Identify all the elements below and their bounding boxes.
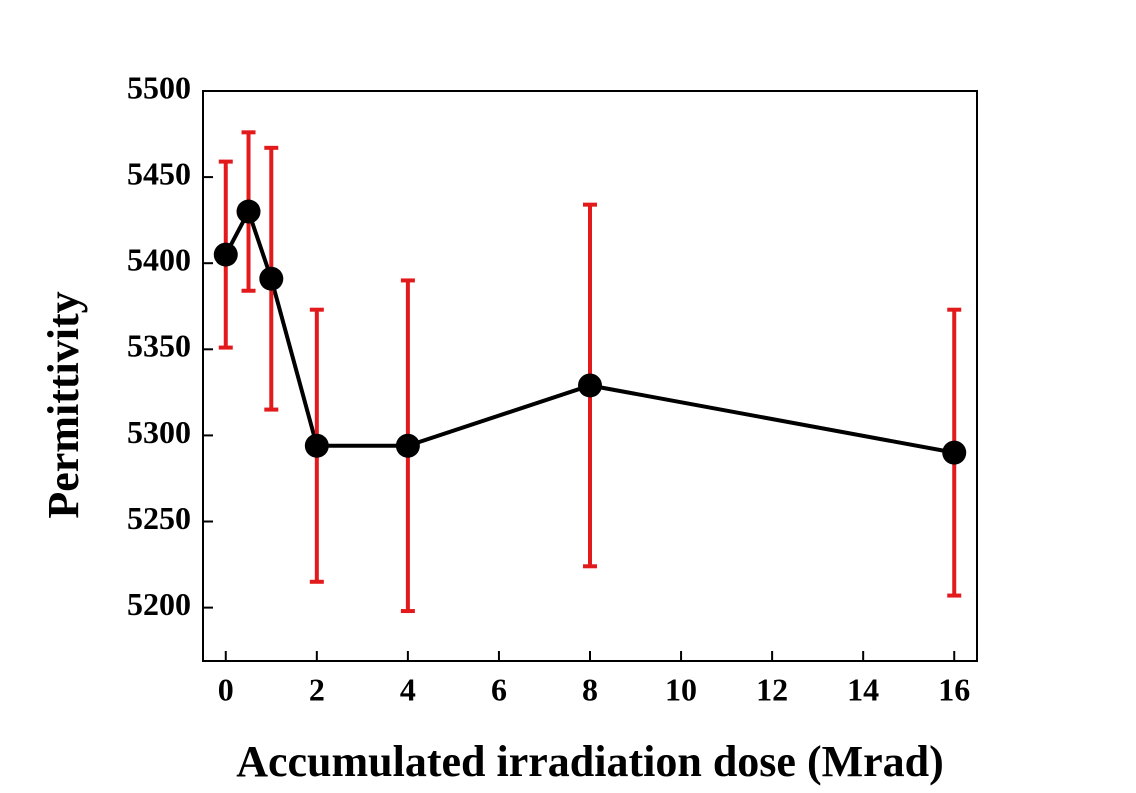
data-point — [259, 266, 284, 291]
y-tick-label: 5400 — [127, 242, 191, 278]
x-tick-label: 0 — [218, 671, 234, 707]
y-tick-label: 5250 — [127, 500, 191, 536]
data-point — [213, 242, 238, 267]
y-tick-label: 5500 — [127, 69, 191, 105]
y-tick-label: 5300 — [127, 414, 191, 450]
data-point — [395, 433, 420, 458]
x-tick-label: 12 — [756, 671, 788, 707]
y-tick-label: 5350 — [127, 328, 191, 364]
x-tick-label: 8 — [582, 671, 598, 707]
y-axis-label: Permittivity — [39, 291, 88, 518]
data-point — [578, 373, 602, 398]
data-point — [236, 199, 261, 224]
x-tick-label: 4 — [400, 671, 416, 707]
data-point — [304, 433, 329, 458]
x-tick-label: 16 — [938, 671, 970, 707]
y-tick-label: 5200 — [127, 586, 191, 622]
x-tick-label: 6 — [491, 671, 507, 707]
y-tick-label: 5450 — [127, 155, 191, 191]
x-axis-label: Accumulated irradiation dose (Mrad) — [236, 737, 944, 786]
x-tick-label: 10 — [665, 671, 697, 707]
x-tick-label: 2 — [309, 671, 325, 707]
x-tick-label: 14 — [847, 671, 879, 707]
data-point — [942, 440, 967, 465]
